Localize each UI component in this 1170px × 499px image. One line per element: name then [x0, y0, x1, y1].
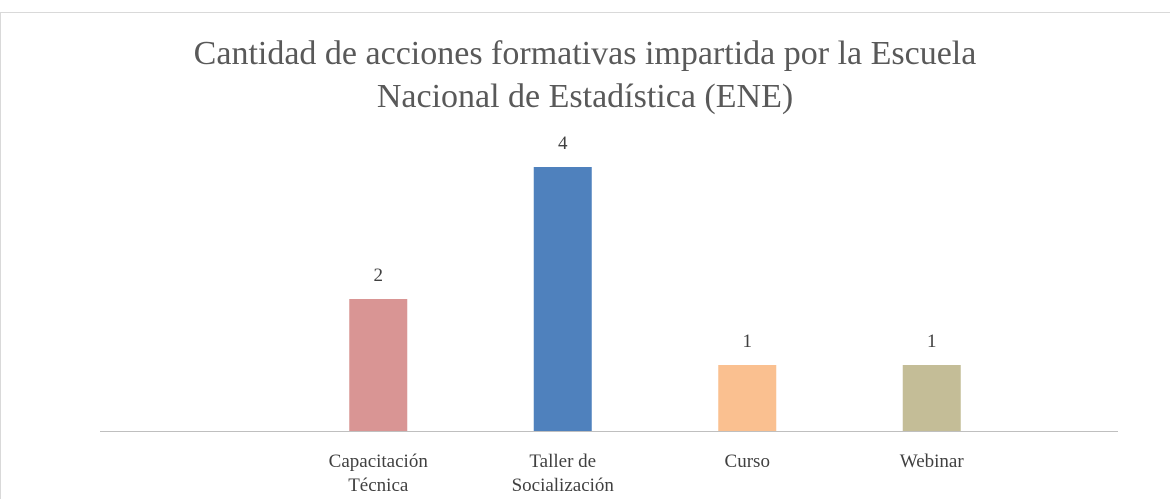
x-tick-label: Taller de Socialización	[511, 451, 614, 496]
bar	[902, 365, 961, 431]
bar	[533, 167, 592, 431]
x-tick-label: Curso	[724, 451, 770, 472]
bar	[349, 299, 408, 431]
data-label: 4	[558, 133, 568, 154]
data-label: 1	[742, 331, 753, 352]
data-label: 2	[373, 265, 384, 286]
bar	[718, 365, 777, 431]
chart-border	[0, 12, 1170, 499]
chart-title: Cantidad de acciones formativas impartid…	[193, 35, 977, 115]
x-tick-label: Webinar	[899, 451, 964, 472]
data-label: 1	[927, 331, 937, 352]
x-tick-label: Capacitación Técnica	[328, 451, 428, 496]
